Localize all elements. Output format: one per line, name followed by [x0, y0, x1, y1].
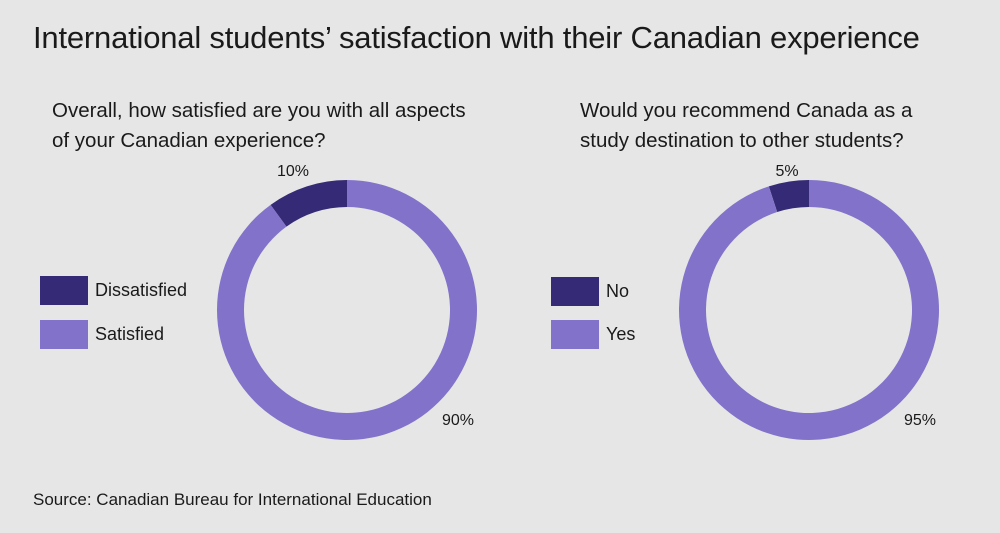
legend-swatch-satisfied: [40, 320, 88, 349]
legend-item-dissatisfied: Dissatisfied: [40, 276, 187, 305]
right-slice-yes: [679, 180, 940, 440]
legend-swatch-yes: [551, 320, 599, 349]
left-data-label-satisfied: 90%: [442, 412, 474, 429]
right-slice-no: [768, 180, 809, 213]
left-data-label-dissatisfied: 10%: [277, 163, 309, 180]
legend-item-satisfied: Satisfied: [40, 320, 164, 349]
chart-title: International students’ satisfaction wit…: [33, 20, 920, 55]
legend-swatch-no: [551, 277, 599, 306]
legend-label-dissatisfied: Dissatisfied: [95, 280, 188, 300]
legend-item-yes: Yes: [551, 320, 635, 349]
legend-label-no: No: [606, 281, 630, 301]
right-question-line-1: Would you recommend Canada as a: [580, 99, 913, 122]
legend-item-no: No: [551, 277, 629, 306]
legend-swatch-dissatisfied: [40, 276, 88, 305]
left-question-line-1: Overall, how satisfied are you with all …: [52, 99, 466, 122]
right-data-label-yes: 95%: [904, 412, 936, 429]
right-chart-question: Would you recommend Canada as a study de…: [580, 96, 1000, 156]
left-slice-dissatisfied: [270, 180, 347, 227]
legend-label-satisfied: Satisfied: [95, 324, 165, 344]
right-data-label-no: 5%: [775, 163, 798, 180]
right-question-line-2: study destination to other students?: [580, 129, 904, 152]
left-chart-question: Overall, how satisfied are you with all …: [52, 96, 512, 156]
left-question-line-2: of your Canadian experience?: [52, 129, 326, 152]
legend-label-yes: Yes: [606, 324, 636, 344]
left-slice-satisfied: [216, 180, 477, 440]
source-note: Source: Canadian Bureau for Internationa…: [33, 490, 432, 509]
